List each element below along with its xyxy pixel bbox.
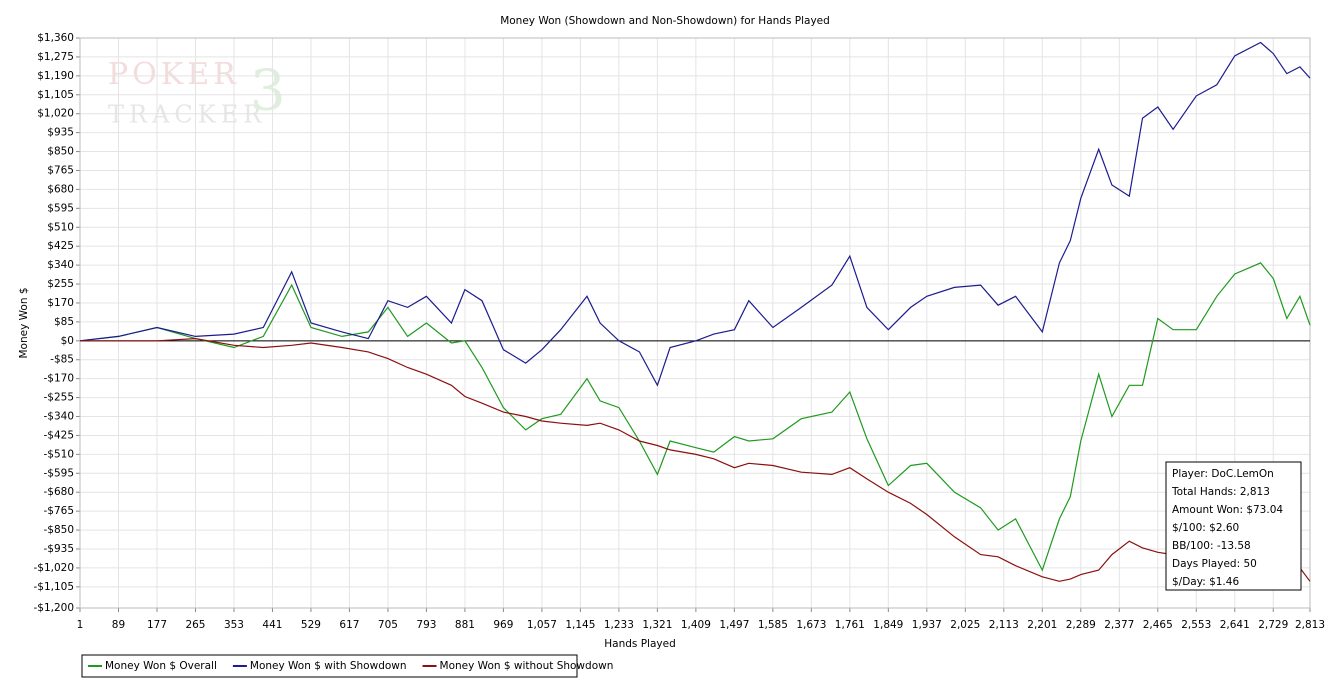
series-line xyxy=(79,41,1311,387)
y-tick-label: -$850 xyxy=(43,524,74,536)
y-tick-label: $340 xyxy=(47,259,74,271)
x-tick-label: 529 xyxy=(301,619,321,631)
x-tick-label: 1,585 xyxy=(758,619,788,631)
x-tick-label: 441 xyxy=(262,619,282,631)
legend-label: Money Won $ Overall xyxy=(105,660,217,672)
x-tick-label: 2,465 xyxy=(1143,619,1173,631)
x-tick-label: 1,145 xyxy=(565,619,595,631)
y-tick-label: -$425 xyxy=(43,429,74,441)
watermark: POKER xyxy=(108,57,240,92)
x-tick-label: 1,849 xyxy=(873,619,903,631)
y-tick-label: -$935 xyxy=(43,543,74,555)
y-tick-label: -$170 xyxy=(43,373,74,385)
watermark: 3 xyxy=(250,59,286,124)
y-tick-label: $1,105 xyxy=(37,89,74,101)
y-tick-label: $510 xyxy=(47,221,74,233)
x-tick-label: 1,233 xyxy=(604,619,634,631)
x-tick-label: 2,729 xyxy=(1258,619,1288,631)
x-tick-label: 2,025 xyxy=(950,619,980,631)
info-text: Days Played: 50 xyxy=(1172,558,1257,570)
x-tick-label: 265 xyxy=(185,619,205,631)
info-text: Total Hands: 2,813 xyxy=(1171,486,1270,498)
x-tick-label: 881 xyxy=(455,619,475,631)
x-tick-label: 2,201 xyxy=(1027,619,1057,631)
y-tick-label: $170 xyxy=(47,297,74,309)
y-tick-label: $85 xyxy=(54,316,74,328)
x-tick-label: 1,321 xyxy=(642,619,672,631)
y-tick-label: $680 xyxy=(47,183,74,195)
y-tick-label: -$510 xyxy=(43,448,74,460)
info-text: $/100: $2.60 xyxy=(1172,522,1239,534)
info-text: Amount Won: $73.04 xyxy=(1172,504,1283,516)
y-tick-label: $425 xyxy=(47,240,74,252)
series-line xyxy=(80,337,1311,582)
info-text: $/Day: $1.46 xyxy=(1172,576,1239,588)
y-tick-label: $765 xyxy=(47,164,74,176)
y-tick-label: $1,360 xyxy=(37,32,74,44)
y-tick-label: -$1,020 xyxy=(33,562,74,574)
info-box xyxy=(1165,461,1302,591)
x-tick-label: 2,113 xyxy=(989,619,1019,631)
legend-box xyxy=(81,654,578,678)
x-tick-label: 2,641 xyxy=(1220,619,1250,631)
y-tick-label: $1,275 xyxy=(37,51,74,63)
y-tick-label: -$680 xyxy=(43,486,74,498)
x-tick-label: 2,553 xyxy=(1181,619,1211,631)
y-tick-label: $595 xyxy=(47,202,74,214)
series-line xyxy=(79,262,1311,572)
x-tick-label: 177 xyxy=(147,619,167,631)
x-tick-label: 2,289 xyxy=(1066,619,1096,631)
chart-title: Money Won (Showdown and Non-Showdown) fo… xyxy=(500,15,830,27)
x-tick-label: 705 xyxy=(378,619,398,631)
x-tick-label: 2,813 xyxy=(1295,619,1325,631)
y-tick-label: $255 xyxy=(47,278,74,290)
x-tick-label: 617 xyxy=(339,619,359,631)
info-text: BB/100: -13.58 xyxy=(1172,540,1251,552)
y-tick-label: -$765 xyxy=(43,505,74,517)
y-tick-label: -$255 xyxy=(43,392,74,404)
y-axis-label: Money Won $ xyxy=(18,287,30,358)
legend-label: Money Won $ with Showdown xyxy=(250,660,407,672)
x-tick-label: 353 xyxy=(224,619,244,631)
plot-border xyxy=(79,37,1311,609)
x-tick-label: 969 xyxy=(493,619,513,631)
y-tick-label: $1,020 xyxy=(37,108,74,120)
y-tick-label: $935 xyxy=(47,127,74,139)
x-tick-label: 793 xyxy=(416,619,436,631)
y-tick-label: -$595 xyxy=(43,467,74,479)
watermark: TRACKER xyxy=(108,101,266,129)
x-tick-label: 1 xyxy=(77,619,84,631)
x-tick-label: 2,377 xyxy=(1104,619,1134,631)
x-tick-label: 89 xyxy=(112,619,125,631)
x-tick-label: 1,937 xyxy=(912,619,942,631)
y-tick-label: -$1,200 xyxy=(33,602,74,614)
y-tick-label: -$1,105 xyxy=(33,581,74,593)
info-text: Player: DoC.LemOn xyxy=(1172,468,1274,480)
x-axis-label: Hands Played xyxy=(604,638,675,650)
x-tick-label: 1,497 xyxy=(719,619,749,631)
x-tick-label: 1,057 xyxy=(527,619,557,631)
legend-label: Money Won $ without Showdown xyxy=(440,660,614,672)
y-tick-label: $0 xyxy=(61,335,74,347)
y-tick-label: -$85 xyxy=(50,354,74,366)
x-tick-label: 1,673 xyxy=(796,619,826,631)
y-tick-label: $850 xyxy=(47,146,74,158)
x-tick-label: 1,761 xyxy=(835,619,865,631)
y-tick-label: -$340 xyxy=(43,411,74,423)
y-tick-label: $1,190 xyxy=(37,70,74,82)
x-tick-label: 1,409 xyxy=(681,619,711,631)
